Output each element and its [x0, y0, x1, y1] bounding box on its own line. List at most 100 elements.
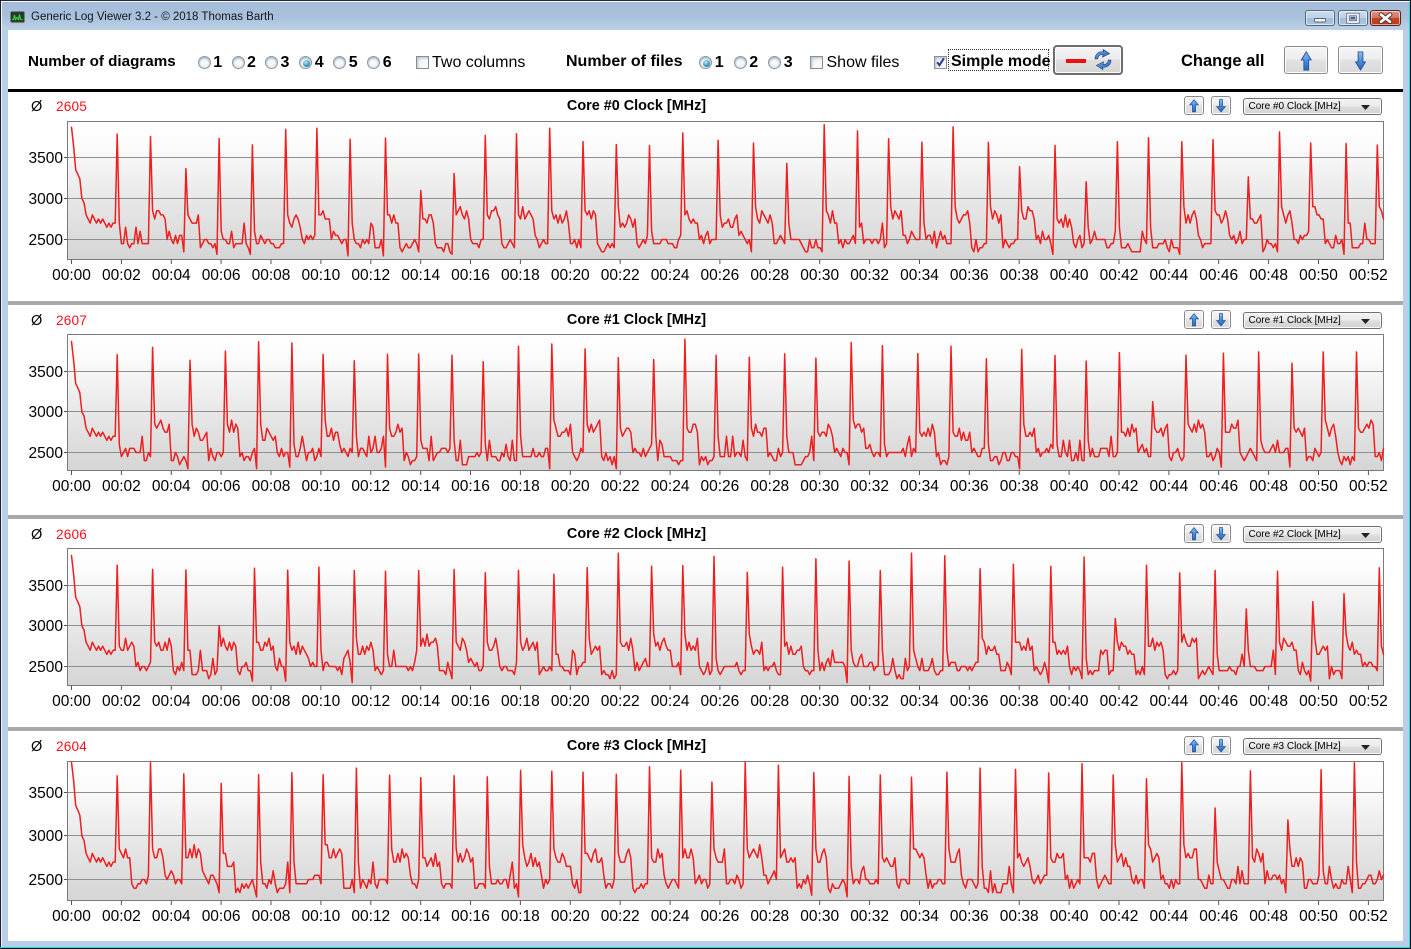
svg-text:00:50: 00:50	[1299, 267, 1338, 284]
svg-text:00:00: 00:00	[52, 908, 91, 925]
svg-text:00:14: 00:14	[401, 267, 440, 284]
svg-text:3000: 3000	[29, 618, 64, 635]
svg-text:00:42: 00:42	[1100, 267, 1139, 284]
svg-text:00:00: 00:00	[52, 267, 91, 284]
svg-text:00:38: 00:38	[1000, 908, 1039, 925]
svg-text:00:18: 00:18	[501, 908, 540, 925]
svg-text:00:36: 00:36	[950, 693, 989, 710]
svg-text:00:18: 00:18	[501, 267, 540, 284]
svg-text:00:26: 00:26	[701, 908, 740, 925]
svg-text:3500: 3500	[29, 578, 64, 595]
svg-text:00:16: 00:16	[451, 267, 490, 284]
svg-text:00:42: 00:42	[1100, 693, 1139, 710]
svg-text:00:40: 00:40	[1050, 693, 1089, 710]
svg-text:00:20: 00:20	[551, 478, 590, 495]
svg-text:00:08: 00:08	[252, 478, 291, 495]
svg-text:00:46: 00:46	[1199, 267, 1238, 284]
svg-text:00:24: 00:24	[651, 908, 690, 925]
svg-text:00:30: 00:30	[800, 908, 839, 925]
svg-text:2500: 2500	[29, 872, 64, 889]
svg-text:00:26: 00:26	[701, 693, 740, 710]
svg-text:3000: 3000	[29, 404, 64, 421]
svg-text:00:52: 00:52	[1349, 908, 1388, 925]
svg-text:00:34: 00:34	[900, 693, 939, 710]
svg-text:00:16: 00:16	[451, 478, 490, 495]
svg-text:00:30: 00:30	[800, 693, 839, 710]
svg-text:00:04: 00:04	[152, 693, 191, 710]
svg-text:00:40: 00:40	[1050, 908, 1089, 925]
svg-text:00:02: 00:02	[102, 693, 141, 710]
svg-text:00:40: 00:40	[1050, 267, 1089, 284]
svg-text:00:34: 00:34	[900, 478, 939, 495]
svg-text:00:50: 00:50	[1299, 478, 1338, 495]
svg-text:00:36: 00:36	[950, 478, 989, 495]
svg-text:00:22: 00:22	[601, 908, 640, 925]
svg-text:00:10: 00:10	[302, 478, 341, 495]
svg-text:3500: 3500	[29, 364, 64, 381]
svg-text:00:28: 00:28	[750, 908, 789, 925]
svg-text:00:48: 00:48	[1249, 267, 1288, 284]
svg-text:00:22: 00:22	[601, 693, 640, 710]
svg-text:00:14: 00:14	[401, 478, 440, 495]
svg-text:00:44: 00:44	[1150, 478, 1189, 495]
svg-text:00:08: 00:08	[252, 267, 291, 284]
svg-text:00:06: 00:06	[202, 478, 241, 495]
svg-text:00:08: 00:08	[252, 908, 291, 925]
svg-text:00:44: 00:44	[1150, 693, 1189, 710]
svg-text:00:12: 00:12	[351, 693, 390, 710]
svg-text:00:12: 00:12	[351, 478, 390, 495]
svg-text:00:12: 00:12	[351, 267, 390, 284]
svg-text:2500: 2500	[29, 445, 64, 462]
svg-text:00:06: 00:06	[202, 267, 241, 284]
svg-text:00:20: 00:20	[551, 908, 590, 925]
svg-text:00:18: 00:18	[501, 693, 540, 710]
svg-text:00:02: 00:02	[102, 267, 141, 284]
svg-text:00:00: 00:00	[52, 693, 91, 710]
svg-text:00:32: 00:32	[850, 478, 889, 495]
svg-text:00:32: 00:32	[850, 267, 889, 284]
svg-text:3500: 3500	[29, 785, 64, 802]
svg-text:00:50: 00:50	[1299, 908, 1338, 925]
svg-text:00:46: 00:46	[1199, 908, 1238, 925]
svg-text:00:34: 00:34	[900, 908, 939, 925]
svg-text:00:30: 00:30	[800, 478, 839, 495]
svg-text:00:48: 00:48	[1249, 478, 1288, 495]
svg-text:00:10: 00:10	[302, 267, 341, 284]
svg-text:00:52: 00:52	[1349, 267, 1388, 284]
svg-text:00:32: 00:32	[850, 908, 889, 925]
svg-text:00:22: 00:22	[601, 478, 640, 495]
svg-text:00:46: 00:46	[1199, 478, 1238, 495]
svg-text:00:26: 00:26	[701, 478, 740, 495]
svg-text:00:52: 00:52	[1349, 693, 1388, 710]
svg-text:00:46: 00:46	[1199, 693, 1238, 710]
svg-text:00:24: 00:24	[651, 267, 690, 284]
svg-text:00:22: 00:22	[601, 267, 640, 284]
svg-text:00:42: 00:42	[1100, 908, 1139, 925]
svg-text:00:40: 00:40	[1050, 478, 1089, 495]
svg-text:2500: 2500	[29, 232, 64, 249]
svg-text:00:16: 00:16	[451, 908, 490, 925]
svg-text:00:44: 00:44	[1150, 267, 1189, 284]
svg-text:00:04: 00:04	[152, 267, 191, 284]
svg-text:3000: 3000	[29, 191, 64, 208]
svg-text:00:00: 00:00	[52, 478, 91, 495]
svg-text:00:50: 00:50	[1299, 693, 1338, 710]
svg-text:00:04: 00:04	[152, 908, 191, 925]
svg-text:00:16: 00:16	[451, 693, 490, 710]
svg-text:00:52: 00:52	[1349, 478, 1388, 495]
svg-text:00:06: 00:06	[202, 693, 241, 710]
svg-text:2500: 2500	[29, 659, 64, 676]
svg-text:00:44: 00:44	[1150, 908, 1189, 925]
svg-text:00:06: 00:06	[202, 908, 241, 925]
svg-text:00:08: 00:08	[252, 693, 291, 710]
svg-text:00:28: 00:28	[750, 267, 789, 284]
svg-text:00:12: 00:12	[351, 908, 390, 925]
svg-text:00:18: 00:18	[501, 478, 540, 495]
svg-text:00:04: 00:04	[152, 478, 191, 495]
svg-text:00:28: 00:28	[750, 693, 789, 710]
svg-text:00:42: 00:42	[1100, 478, 1139, 495]
svg-text:3500: 3500	[29, 150, 64, 167]
svg-text:00:38: 00:38	[1000, 478, 1039, 495]
svg-text:00:14: 00:14	[401, 693, 440, 710]
svg-text:00:10: 00:10	[302, 908, 341, 925]
